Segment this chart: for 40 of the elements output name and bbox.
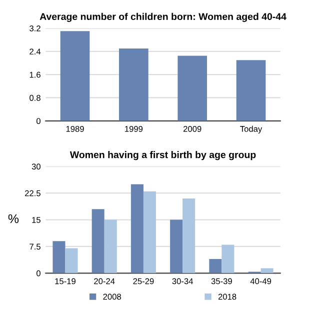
bar [182, 198, 196, 274]
x-tick-label: 1999 [125, 126, 143, 132]
x-tick-label: 30-34 [172, 278, 193, 284]
bar [209, 258, 222, 274]
x-tick-label: 20-24 [94, 278, 115, 284]
bar [104, 220, 117, 274]
bar [143, 191, 156, 274]
y-tick-label: 3.2 [30, 25, 40, 32]
x-tick-label: 40-49 [250, 278, 272, 284]
y-tick-label: 15 [32, 217, 40, 223]
bar [222, 244, 234, 274]
bar [60, 31, 90, 121]
y-tick-label: 0.8 [30, 94, 40, 101]
chart-title: Average number of children born: Women aged 40-44 [40, 12, 286, 22]
y-tick-label: 22.5 [25, 190, 40, 196]
y-tick-label: 1.6 [30, 72, 40, 78]
legend-label: 2008 [103, 294, 121, 300]
y-tick-label: 7.5 [30, 244, 40, 250]
chart-title: Women having a first birth by age group [70, 151, 256, 160]
bar [52, 241, 66, 274]
x-tick-label: 25-29 [133, 278, 154, 284]
bar [260, 268, 274, 274]
x-tick-label: 15-19 [55, 278, 76, 284]
y-tick-label: 2.4 [30, 48, 41, 54]
bar [178, 56, 208, 121]
bar [236, 60, 266, 121]
bar [119, 48, 148, 121]
bar [92, 209, 104, 274]
x-tick-label: 2009 [184, 126, 202, 132]
legend-label: 2018 [218, 294, 236, 300]
x-tick-label: 35-39 [211, 278, 232, 284]
x-tick-label: 1989 [66, 126, 84, 132]
y-axis-title: % [8, 214, 19, 224]
bar [130, 184, 144, 274]
y-tick-label: 0 [36, 270, 40, 276]
x-tick-label: Today [240, 126, 262, 134]
bar [65, 248, 78, 274]
y-tick-label: 30 [32, 164, 40, 170]
bar [170, 220, 183, 274]
y-tick-label: 0 [36, 118, 40, 124]
